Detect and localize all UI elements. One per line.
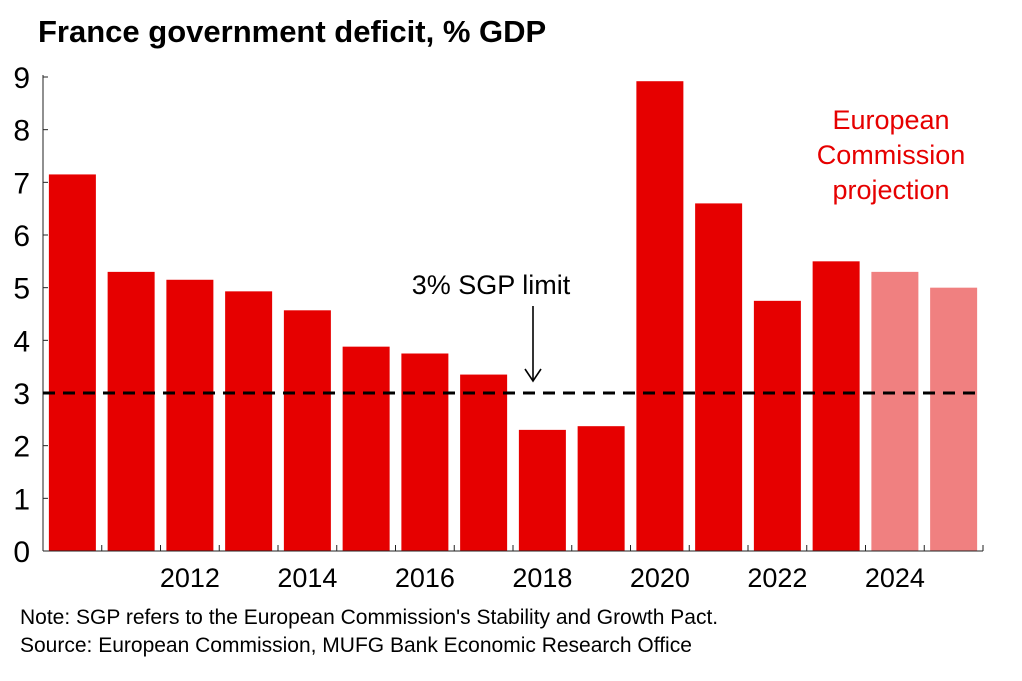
y-tick-label: 7 xyxy=(13,167,30,200)
y-tick-label: 6 xyxy=(13,220,30,253)
bar-2022 xyxy=(753,300,801,551)
x-tick-label: 2018 xyxy=(512,563,572,593)
projection-annotation-line: European xyxy=(832,105,949,135)
bar-2019 xyxy=(577,426,625,551)
bar-2024 xyxy=(871,271,919,551)
bar-2015 xyxy=(342,346,390,551)
x-tick-label: 2016 xyxy=(395,563,455,593)
bar-2017 xyxy=(460,374,508,551)
y-tick-label: 9 xyxy=(13,62,30,95)
bar-2011 xyxy=(107,271,155,551)
y-tick-label: 0 xyxy=(13,536,30,569)
bar-2021 xyxy=(695,203,743,551)
sgp-arrow-head xyxy=(524,368,542,383)
y-tick-label: 5 xyxy=(13,273,30,306)
bar-2013 xyxy=(225,291,273,551)
x-tick-label: 2022 xyxy=(747,563,807,593)
projection-annotation-line: projection xyxy=(832,175,949,205)
bar-2023 xyxy=(812,261,860,551)
y-tick-label: 1 xyxy=(13,483,30,516)
chart-title: France government deficit, % GDP xyxy=(38,14,547,49)
bar-2010 xyxy=(48,174,96,551)
bar-2014 xyxy=(283,310,331,551)
y-tick-label: 4 xyxy=(13,325,30,358)
chart-note: Note: SGP refers to the European Commiss… xyxy=(20,606,719,629)
x-tick-label: 2024 xyxy=(865,563,925,593)
chart-source: Source: European Commission, MUFG Bank E… xyxy=(20,634,692,657)
x-tick-label: 2020 xyxy=(630,563,690,593)
projection-annotation-line: Commission xyxy=(817,140,966,170)
x-tick-label: 2012 xyxy=(160,563,220,593)
x-tick-label: 2014 xyxy=(277,563,337,593)
y-tick-label: 3 xyxy=(13,378,30,411)
sgp-limit-label: 3% SGP limit xyxy=(412,270,571,300)
y-tick-label: 2 xyxy=(13,431,30,464)
bar-2012 xyxy=(166,279,214,551)
bar-2016 xyxy=(401,353,449,551)
bar-2025 xyxy=(930,287,978,551)
bar-2018 xyxy=(518,429,566,551)
bar-2020 xyxy=(636,81,684,552)
y-tick-label: 8 xyxy=(13,115,30,148)
